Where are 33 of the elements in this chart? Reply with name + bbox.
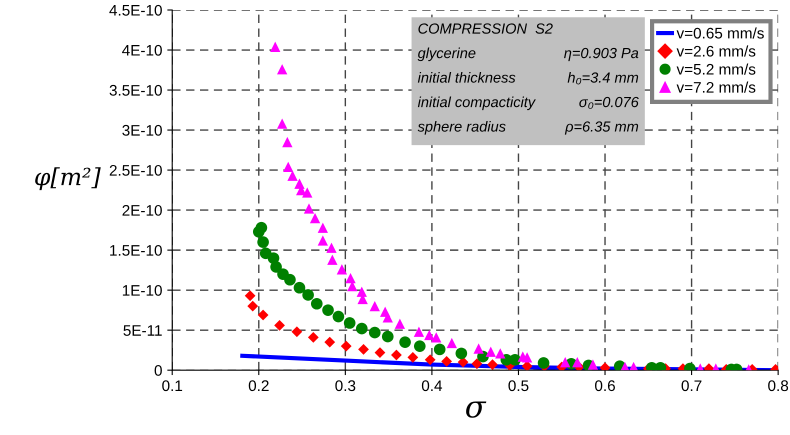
annotation: ρ=6.35 mm xyxy=(564,121,638,135)
annotation: COMPRESSION S2 xyxy=(418,23,553,34)
y-axis-title: φ[m²] xyxy=(35,167,101,190)
legend-label: v=7.2 mm/s xyxy=(676,82,756,93)
x-tick-label: 0.3 xyxy=(335,380,356,392)
annotation: η=0.903 Pa xyxy=(564,48,638,62)
y-tick-label: 4E-10 xyxy=(122,44,162,56)
y-tick-label: 5E-11 xyxy=(123,325,162,336)
x-tick-label: 0.1 xyxy=(162,380,182,392)
y-tick-label: 1.5E-10 xyxy=(110,244,162,256)
y-tick-label: 0 xyxy=(154,365,162,376)
y-tick-label: 2E-10 xyxy=(122,204,162,216)
y-tick-label: 4.5E-10 xyxy=(109,4,162,16)
annotation: sphere radius xyxy=(418,120,506,135)
legend-label: v=0.65 mm/s xyxy=(676,27,764,39)
annotation: σ₀=0.076 xyxy=(579,96,639,109)
annotation: initial compacticity xyxy=(418,96,536,110)
x-tick-label: 0.8 xyxy=(768,380,788,392)
y-tick-label: 1E-10 xyxy=(122,285,162,296)
x-tick-label: 0.4 xyxy=(422,380,442,392)
annotation: initial thickness xyxy=(418,72,516,83)
legend-label: v=2.6 mm/s xyxy=(676,45,756,57)
x-axis-title: σ xyxy=(466,402,486,418)
x-tick-label: 0.7 xyxy=(682,380,702,392)
annotation: glycerine xyxy=(418,48,476,62)
x-tick-label: 0.5 xyxy=(508,380,528,392)
x-tick-label: 0.2 xyxy=(248,380,269,392)
y-tick-label: 3E-10 xyxy=(122,124,162,136)
y-tick-label: 3.5E-10 xyxy=(110,84,162,96)
y-tick-label: 2.5E-10 xyxy=(110,164,162,176)
x-tick-label: 0.6 xyxy=(595,380,615,392)
legend-label: v=5.2 mm/s xyxy=(676,63,756,75)
annotation: h₀=3.4 mm xyxy=(568,72,638,84)
